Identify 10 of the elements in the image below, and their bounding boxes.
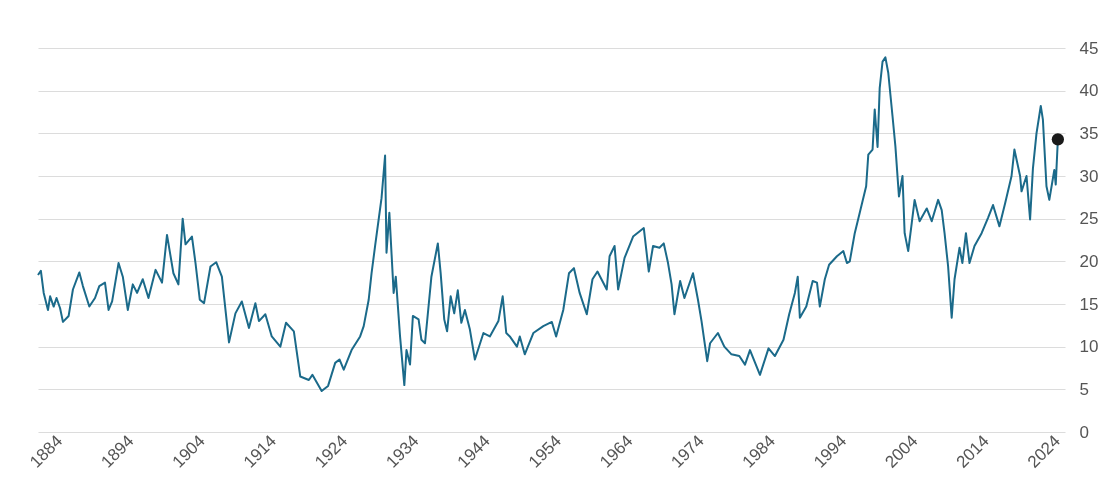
y-tick-label: 0 bbox=[1079, 422, 1089, 442]
y-tick-label: 20 bbox=[1079, 251, 1099, 271]
y-tick-label: 40 bbox=[1079, 81, 1099, 101]
y-tick-label: 10 bbox=[1079, 337, 1099, 357]
y-tick-label: 45 bbox=[1079, 38, 1099, 58]
y-tick-label: 35 bbox=[1079, 123, 1099, 143]
y-tick-label: 15 bbox=[1079, 294, 1099, 314]
y-tick-label: 30 bbox=[1079, 166, 1099, 186]
y-tick-label: 25 bbox=[1079, 209, 1099, 229]
y-tick-label: 5 bbox=[1079, 379, 1089, 399]
